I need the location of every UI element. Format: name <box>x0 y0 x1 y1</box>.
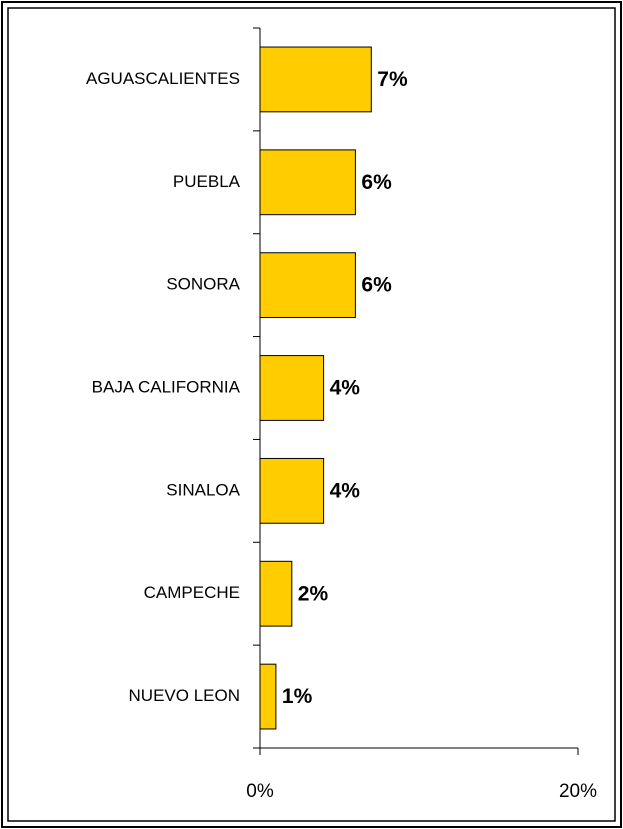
category-label: SONORA <box>166 275 240 294</box>
category-label: NUEVO LEON <box>129 686 240 705</box>
x-tick-label: 20% <box>559 781 597 802</box>
value-label: 4% <box>330 377 361 400</box>
bar <box>259 355 325 421</box>
bar <box>259 46 372 113</box>
bar <box>259 663 277 730</box>
x-tick-label: 0% <box>246 781 274 802</box>
value-label: 7% <box>377 68 408 91</box>
value-label: 6% <box>361 274 392 297</box>
category-label: BAJA CALIFORNIA <box>92 377 241 396</box>
inner-frame <box>7 7 616 822</box>
value-label: 4% <box>330 479 361 502</box>
bar <box>259 457 325 524</box>
category-label: SINALOA <box>166 480 240 499</box>
category-label: AGUASCALIENTES <box>86 69 240 88</box>
category-label: CAMPECHE <box>144 583 240 602</box>
category-label: PUEBLA <box>173 172 241 191</box>
value-label: 1% <box>282 685 313 708</box>
bar <box>259 560 293 627</box>
bar <box>259 149 356 216</box>
bar <box>259 252 356 319</box>
value-label: 6% <box>361 171 392 194</box>
value-label: 2% <box>298 582 329 605</box>
